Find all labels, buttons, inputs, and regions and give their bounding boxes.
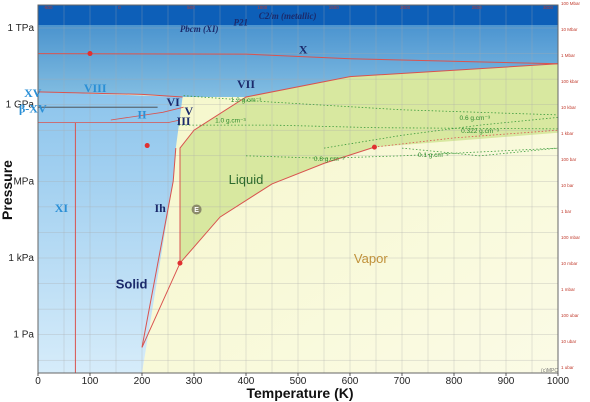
y-tick-label: 1 GPa bbox=[6, 100, 35, 111]
right-tick-label: 1 ubar bbox=[561, 365, 574, 370]
boundary-melting-line bbox=[179, 63, 558, 264]
right-tick-label: 10 bar bbox=[561, 183, 574, 188]
point-VIII-VII-X bbox=[87, 51, 93, 57]
right-tick-label: 1 kbar bbox=[561, 131, 574, 136]
top-tick-label: 500 bbox=[187, 5, 195, 10]
isochore-0-6 bbox=[323, 117, 558, 149]
phase-label: P21 bbox=[234, 17, 249, 27]
density-label: 0.322 g.cm⁻³ bbox=[461, 128, 500, 135]
right-tick-label: 100 ubar bbox=[561, 313, 579, 318]
x-tick-label: 200 bbox=[134, 376, 151, 387]
x-tick-label: 0 bbox=[35, 376, 41, 387]
phase-label: Pbcm (XI) bbox=[180, 24, 219, 34]
phase-label: β-XV bbox=[19, 101, 47, 115]
x-tick-label: 500 bbox=[290, 376, 307, 387]
region-label: Solid bbox=[116, 277, 148, 292]
right-tick-label: 1 bar bbox=[561, 209, 572, 214]
density-label: 1.2 g.cm⁻³ bbox=[231, 97, 262, 104]
x-axis-ticks: 0 100 200 300 400 500 600 700 800 900 1000 bbox=[35, 373, 570, 387]
x-axis-title: Temperature (K) bbox=[246, 385, 353, 401]
phase-label: VII bbox=[237, 77, 255, 91]
point-triple-point bbox=[177, 260, 183, 266]
y-tick-label: 1 kPa bbox=[8, 253, 34, 264]
x-tick-label: 800 bbox=[446, 376, 463, 387]
phase-label: XI bbox=[55, 201, 69, 215]
right-tick-label: 10 ubar bbox=[561, 339, 577, 344]
phase-label: II bbox=[137, 108, 147, 122]
density-label: 0.1 g.cm⁻³ bbox=[418, 152, 449, 159]
right-tick-label: 10 mbar bbox=[561, 261, 578, 266]
phase-label: VIII bbox=[84, 81, 107, 95]
x-tick-label: 400 bbox=[238, 376, 255, 387]
right-tick-label: 100 bar bbox=[561, 157, 577, 162]
top-tick-label: 0 bbox=[118, 5, 121, 10]
phase-boundaries bbox=[38, 53, 558, 373]
phase-label: XV bbox=[24, 86, 42, 100]
point-E bbox=[191, 204, 202, 215]
phase-label: Ih bbox=[155, 201, 167, 215]
density-label: 1.0 g.cm⁻³ bbox=[215, 118, 246, 125]
right-tick-label: 1 mbar bbox=[561, 287, 576, 292]
y-axis-ticks: 1 TPa 1 GPa MPa 1 kPa 1 Pa bbox=[6, 23, 35, 341]
boundary-ice-ih-left bbox=[141, 148, 177, 348]
x-tick-label: 300 bbox=[186, 376, 203, 387]
region-labels: Solid Liquid Vapor bbox=[116, 172, 389, 292]
right-tick-label: 100 Mbar bbox=[561, 1, 581, 6]
isochore-0-1 bbox=[401, 147, 558, 157]
y-axis-title: Pressure bbox=[0, 160, 15, 220]
isochore-1-0 bbox=[178, 124, 558, 130]
x-tick-label: 900 bbox=[498, 376, 515, 387]
density-labels: 1.2 g.cm⁻³ 1.0 g.cm⁻³ 0.8 g.cm⁻³ 0.6 g.cm⁻³… bbox=[215, 97, 500, 163]
x-tick-label: 600 bbox=[342, 376, 359, 387]
point-E-label: E bbox=[194, 207, 199, 214]
y-tick-label: MPa bbox=[13, 176, 34, 187]
boundary-X-boundary bbox=[38, 53, 558, 65]
x-tick-label: 100 bbox=[82, 376, 99, 387]
isochore-0-8 bbox=[245, 147, 558, 159]
top-tick-label: 1500 bbox=[329, 5, 340, 10]
top-axis-ticks: -500 0 500 1000 1500 2000 2500 3000 bbox=[43, 5, 553, 10]
right-tick-label: 100 kbar bbox=[561, 79, 579, 84]
density-label: 0.8 g.cm⁻³ bbox=[314, 156, 345, 163]
special-points: E bbox=[87, 51, 377, 266]
density-label: 0.6 g.cm⁻³ bbox=[460, 115, 491, 122]
top-tick-label: 1000 bbox=[257, 5, 268, 10]
boundary-xv-ii bbox=[38, 119, 181, 123]
right-axis-ticks: 1 ubar 10 ubar 100 ubar 1 mbar 10 mbar 100 mb… bbox=[561, 1, 581, 370]
phase-label: V bbox=[184, 104, 193, 118]
y-tick-label: 1 TPa bbox=[8, 23, 35, 34]
top-tick-label: 2000 bbox=[400, 5, 411, 10]
region-label: Vapor bbox=[354, 251, 388, 266]
boundary-ii-vi bbox=[110, 106, 184, 121]
x-tick-label: 700 bbox=[394, 376, 411, 387]
grid bbox=[38, 5, 558, 373]
phase-label: C2/m (metallic) bbox=[259, 11, 317, 21]
point-ice-point bbox=[144, 143, 150, 149]
boundary-VII-VIII bbox=[38, 91, 183, 98]
top-tick-label: 2500 bbox=[472, 5, 483, 10]
isochore-lines bbox=[178, 95, 558, 159]
right-tick-label: 10 kbar bbox=[561, 105, 577, 110]
phase-label: X bbox=[299, 43, 308, 57]
region-label: Liquid bbox=[229, 172, 264, 187]
boundary-vapor-line bbox=[141, 146, 375, 348]
right-tick-label: 100 mbar bbox=[561, 235, 581, 240]
point-critical-point bbox=[371, 144, 377, 150]
right-tick-label: 10 Mbar bbox=[561, 27, 578, 32]
phase-label: III bbox=[177, 114, 191, 128]
top-tick-label: 3000 bbox=[543, 5, 554, 10]
credit-text: (c)MPC bbox=[541, 368, 558, 374]
right-tick-label: 1 Mbar bbox=[561, 53, 576, 58]
y-tick-label: 1 Pa bbox=[13, 330, 34, 341]
phase-label: VI bbox=[167, 95, 181, 109]
top-tick-label: -500 bbox=[43, 5, 53, 10]
x-tick-label: 1000 bbox=[547, 376, 570, 387]
